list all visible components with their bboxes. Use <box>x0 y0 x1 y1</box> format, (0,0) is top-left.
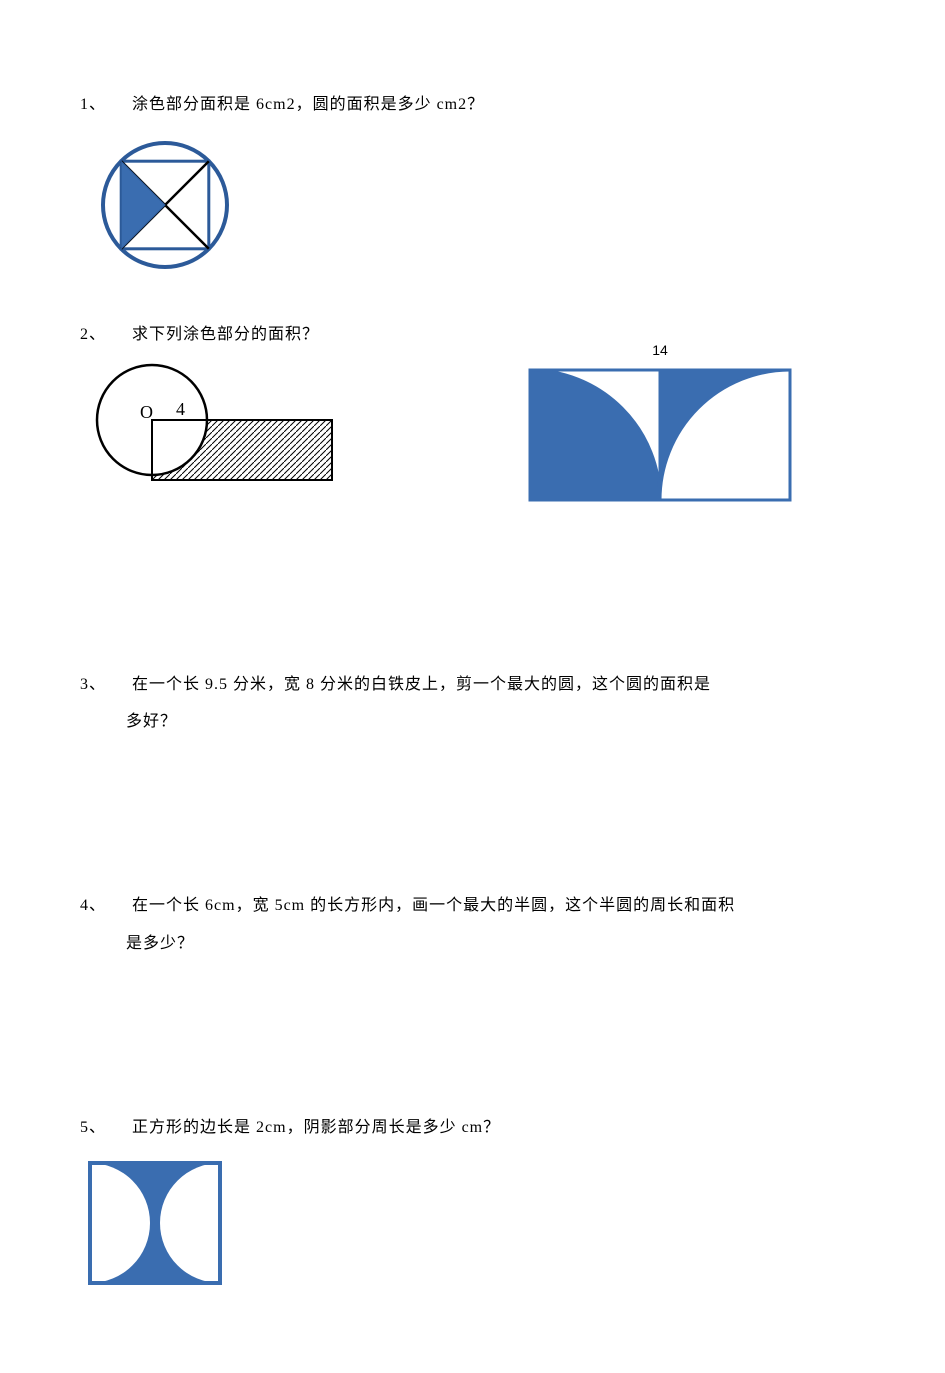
q3-text-line2: 多好？ <box>80 707 865 731</box>
q4-text-line2: 是多少？ <box>80 929 865 953</box>
question-5: 5、 正方形的边长是 2cm，阴影部分周长是多少 cm？ <box>80 1113 865 1293</box>
q2-number: 2、 <box>80 320 106 344</box>
question-4: 4、 在一个长 6cm，宽 5cm 的长方形内，画一个最大的半圆，这个半圆的周长… <box>80 891 865 953</box>
q4-text-line1: 在一个长 6cm，宽 5cm 的长方形内，画一个最大的半圆，这个半圆的周长和面积 <box>132 892 865 921</box>
q5-number: 5、 <box>80 1113 106 1137</box>
q2b-top-label: 14 <box>652 342 668 358</box>
q2-figure-a: O 4 <box>80 360 340 500</box>
q3-number: 3、 <box>80 670 106 694</box>
question-3: 3、 在一个长 9.5 分米，宽 8 分米的白铁皮上，剪一个最大的圆，这个圆的面… <box>80 670 865 732</box>
q2-figure-b: 14 <box>520 360 800 510</box>
question-2: 2、 求下列涂色部分的面积？ <box>80 320 865 510</box>
q3-text-line1: 在一个长 9.5 分米，宽 8 分米的白铁皮上，剪一个最大的圆，这个圆的面积是 <box>132 671 865 700</box>
q5-figure <box>80 1153 865 1293</box>
q4-number: 4、 <box>80 891 106 915</box>
q2-text: 求下列涂色部分的面积？ <box>132 321 865 350</box>
q5-text: 正方形的边长是 2cm，阴影部分周长是多少 cm？ <box>132 1114 865 1143</box>
center-label: O <box>140 402 153 422</box>
radius-label: 4 <box>176 399 185 419</box>
q1-number: 1、 <box>80 90 106 114</box>
q1-figure <box>80 130 865 280</box>
question-1: 1、 涂色部分面积是 6cm2，圆的面积是多少 cm2？ <box>80 90 865 280</box>
q1-text: 涂色部分面积是 6cm2，圆的面积是多少 cm2？ <box>132 91 865 120</box>
